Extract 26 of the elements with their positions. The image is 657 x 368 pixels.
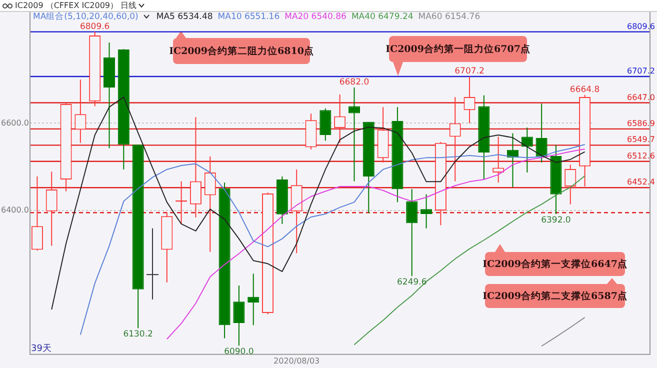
ref-line-label: 6586.9	[627, 119, 655, 128]
text: MA60 6154.76	[418, 12, 480, 22]
annotation: 6707.2	[454, 66, 484, 76]
text: MA5 6534.48	[156, 12, 213, 22]
legend-title: MA组合(5,10,20,40,60,0)	[33, 12, 138, 22]
annotation: 6090.0	[224, 347, 254, 358]
text: MA20 6540.86	[284, 12, 346, 22]
ref-line-label: 6512.6	[627, 151, 655, 160]
annotation: 39天	[31, 343, 52, 354]
ref-line-label: 6452.4	[627, 178, 655, 187]
annotation: 6682.0	[339, 77, 370, 88]
chart-title: IC2009 （CFFEX IC2009） 日线	[15, 1, 137, 10]
ref-line-label: 6647.0	[627, 92, 655, 102]
x-tick-label: 2020/08/03	[274, 356, 320, 366]
text: MA40 6479.24	[351, 12, 414, 22]
text: MA10 6551.16	[218, 12, 280, 22]
y-tick-label: 6600.0	[1, 118, 29, 128]
ref-line-label: 6707.2	[627, 66, 655, 76]
ref-line-label: 6809.6	[627, 22, 655, 31]
annotation: 6130.2	[123, 330, 153, 340]
ref-line-label: 6549.7	[627, 135, 655, 144]
annotation: 6392.0	[541, 215, 571, 226]
annotation: 6249.6	[396, 278, 427, 288]
y-tick-label: 6400.0	[1, 206, 29, 215]
annotation: 6664.8	[570, 84, 600, 95]
annotation: 6809.6	[80, 22, 110, 32]
